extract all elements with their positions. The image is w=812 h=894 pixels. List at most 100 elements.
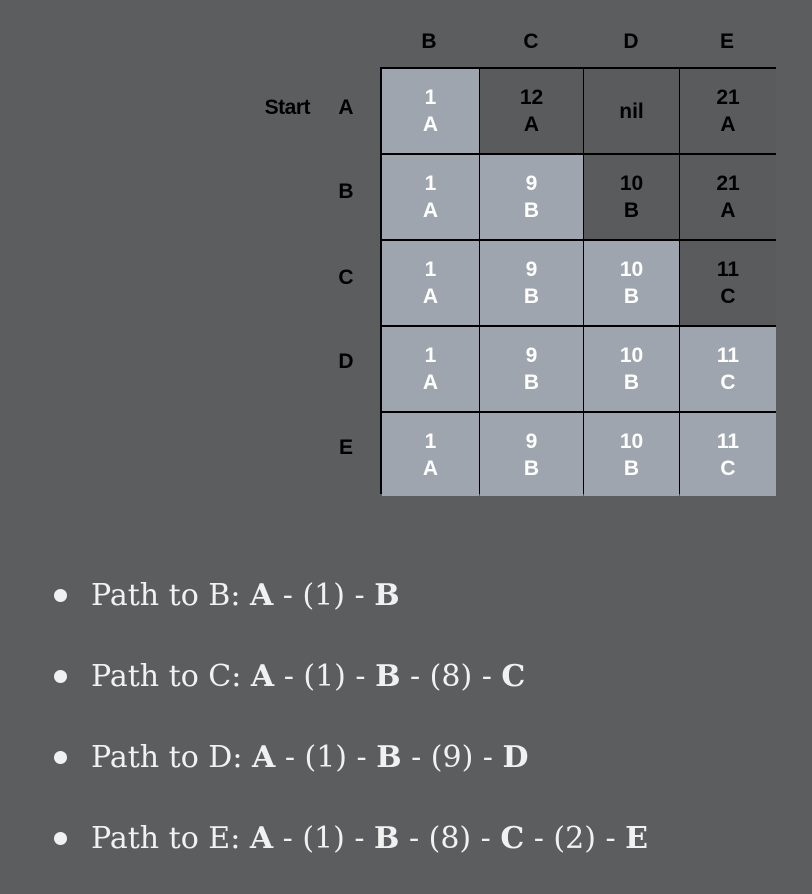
cell-previous-node: A (523, 113, 540, 136)
path-node: A (249, 821, 274, 856)
cell-previous-node: A (720, 199, 736, 222)
path-edge-cost: - (8) - (399, 821, 501, 856)
cell-previous-node: B (523, 199, 540, 222)
table-cell: 11 C (680, 413, 776, 496)
path-edge-cost: - (9) - (401, 740, 503, 775)
path-node: C (501, 659, 526, 694)
cell-cost: 1 (424, 258, 437, 281)
path-node: B (374, 821, 400, 856)
row-header-c: C (338, 266, 354, 289)
start-label: Start (264, 96, 311, 119)
cell-cost: 9 (525, 344, 538, 367)
table-cell: 21 A (680, 155, 776, 239)
cell-cost: 11 (716, 344, 740, 367)
cell-previous-node: B (623, 285, 640, 308)
path-edge-cost: - (1) - (275, 740, 377, 775)
cell-cost: 1 (424, 172, 437, 195)
cell-previous-node: A (422, 285, 439, 308)
path-node: A (250, 659, 275, 694)
path-node: A (249, 578, 274, 613)
table-cell: 10 B (584, 413, 679, 496)
path-label: Path to B: (91, 578, 250, 613)
path-edge-cost: - (1) - (273, 821, 375, 856)
cell-previous-node: B (523, 371, 540, 394)
cell-previous-node: A (422, 371, 439, 394)
cell-cost: 10 (619, 258, 644, 281)
row-header-a: A (338, 96, 354, 119)
bullet-icon (54, 670, 67, 683)
cell-previous-node: A (422, 456, 439, 480)
path-node: B (376, 740, 402, 775)
column-header-e: E (719, 30, 734, 53)
cell-cost: 1 (424, 86, 437, 109)
cell-cost: 21 (716, 172, 740, 195)
cell-previous-node: A (422, 199, 439, 222)
path-label: Path to E: (91, 821, 250, 856)
column-header-b: B (421, 30, 437, 53)
cell-cost: 10 (619, 172, 644, 195)
table-cell: 10 B (584, 327, 679, 411)
bullet-icon (54, 751, 67, 764)
path-item: Path to B: A - (1) - B (52, 570, 648, 651)
cell-cost: 9 (525, 172, 538, 195)
path-edge-cost: - (1) - (274, 659, 376, 694)
path-node: C (500, 821, 525, 856)
path-node: B (374, 578, 400, 613)
path-edge-cost: - (1) - (273, 578, 375, 613)
row-header-e: E (338, 436, 353, 459)
column-header-d: D (623, 30, 639, 53)
path-node: E (625, 821, 649, 856)
path-label: Path to D: (91, 740, 252, 775)
path-list: Path to B: A - (1) - B Path to C: A - (1)… (52, 570, 648, 894)
cell-previous-node: B (623, 456, 640, 480)
path-node: B (375, 659, 401, 694)
path-label: Path to C: (91, 659, 251, 694)
path-edge-cost: - (2) - (524, 821, 626, 856)
path-node: D (502, 740, 529, 775)
cell-cost: 12 (519, 86, 544, 109)
cell-cost: 9 (525, 429, 538, 453)
path-item: Path to D: A - (1) - B - (9) - D (52, 732, 648, 813)
cell-cost: 11 (716, 429, 740, 453)
table-cell: 10 B (584, 155, 679, 239)
cell-previous-node: A (422, 113, 439, 136)
path-item: Path to E: A - (1) - B - (8) - C - (2) -… (52, 813, 648, 894)
cell-previous-node: B (523, 456, 540, 480)
table-cell: nil (584, 69, 679, 153)
path-item: Path to C: A - (1) - B - (8) - C (52, 651, 648, 732)
cell-cost: nil (619, 99, 644, 123)
cell-cost: 9 (525, 258, 538, 281)
cell-previous-node: C (720, 456, 736, 480)
cell-cost: 1 (424, 344, 437, 367)
table-cell: 10 B (584, 241, 679, 325)
cell-previous-node: B (623, 199, 640, 222)
cell-cost: 10 (619, 344, 644, 367)
cell-previous-node: B (523, 285, 540, 308)
cell-previous-node: C (720, 371, 736, 394)
table-cell: 11 C (680, 327, 776, 411)
cell-previous-node: A (720, 113, 736, 136)
cell-previous-node: C (720, 285, 736, 308)
cell-previous-node: B (623, 371, 640, 394)
bullet-icon (54, 832, 67, 845)
table-cell: 11 C (680, 241, 776, 325)
cell-cost: 1 (424, 429, 437, 453)
path-edge-cost: - (8) - (400, 659, 502, 694)
bullet-icon (54, 589, 67, 602)
cell-cost: 21 (716, 86, 740, 109)
table-cell: 21 A (680, 69, 776, 153)
table-cell: 12 A (480, 69, 583, 153)
path-node: A (252, 740, 276, 775)
cell-cost: 11 (716, 258, 740, 281)
row-header-d: D (338, 350, 354, 373)
